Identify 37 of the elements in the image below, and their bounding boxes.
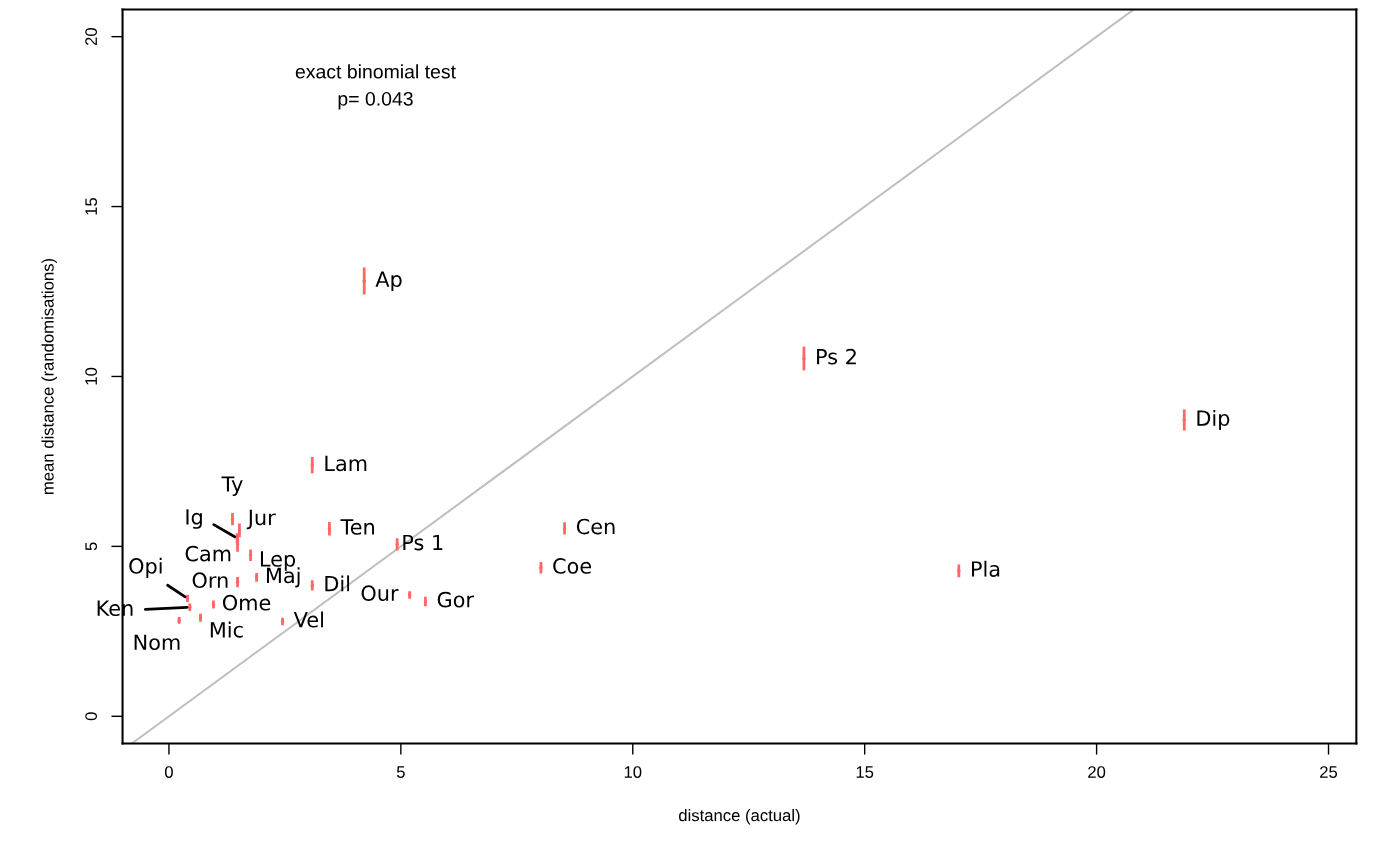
annotation: Ty <box>221 476 243 496</box>
annotation: Dip <box>1197 409 1230 431</box>
annotation: Jur <box>246 509 276 530</box>
annotation: Opi <box>129 557 162 578</box>
annotation: Nom <box>134 634 180 651</box>
y-tick-label: 5 <box>85 542 98 551</box>
y-tick-label: 0 <box>85 712 98 721</box>
annotation: Ome <box>222 594 271 611</box>
annotation: Vel <box>293 611 323 628</box>
annotation: Cam <box>185 545 231 562</box>
x-tick-label: 25 <box>1320 766 1338 778</box>
annotation: Dil <box>325 575 350 592</box>
annotation: Orn <box>192 572 228 589</box>
annotation: Our <box>361 585 399 602</box>
annotation: Ps 1 <box>403 534 443 551</box>
annotation: exact binomial test <box>295 64 456 79</box>
annotation: p= 0.043 <box>338 91 413 110</box>
annotation: Ps 2 <box>817 348 856 365</box>
y-tick-label: 20 <box>85 28 98 46</box>
annotation: Pla <box>972 560 1000 577</box>
x-axis-title: distance (actual) <box>679 809 800 825</box>
annotation: Mic <box>210 621 243 638</box>
annotation: Coe <box>553 558 592 574</box>
x-tick-label: 20 <box>1088 766 1106 778</box>
annotation: Cen <box>576 518 615 535</box>
x-tick-label: 5 <box>396 766 405 778</box>
annotation: Ap <box>375 271 402 292</box>
annotation: Ig <box>186 509 202 529</box>
y-tick-label: 10 <box>85 367 98 385</box>
x-tick-label: 15 <box>856 766 874 778</box>
annotation: Ten <box>340 519 374 535</box>
annotation: Lam <box>325 455 367 472</box>
y-axis-title: mean distance (randomisations) <box>41 258 58 494</box>
annotation: Gor <box>437 591 474 608</box>
y-tick-label: 15 <box>85 197 98 215</box>
x-tick-label: 0 <box>164 766 173 778</box>
x-tick-label: 10 <box>624 766 642 778</box>
